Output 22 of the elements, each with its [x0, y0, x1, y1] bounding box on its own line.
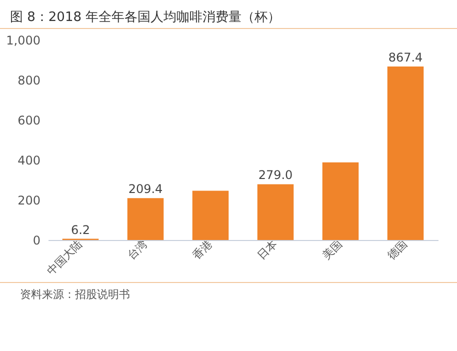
data-label: 279.0	[258, 168, 293, 182]
chart-title: 图 8：2018 年全年各国人均咖啡消费量（杯）	[0, 0, 457, 29]
data-label: 6.2	[70, 222, 90, 237]
y-tick-label: 200	[18, 194, 40, 208]
y-tick-label: 1,000	[6, 34, 40, 48]
y-tick-label: 800	[18, 74, 40, 88]
y-tick-label: 0	[32, 234, 40, 248]
x-tick-label: 德国	[384, 238, 410, 262]
bar	[192, 190, 229, 240]
bar	[127, 198, 164, 240]
bar	[387, 66, 424, 240]
bar	[257, 184, 294, 240]
x-tick-label: 香港	[190, 238, 215, 262]
x-tick-label: 中国大陆	[44, 238, 85, 278]
bar	[322, 162, 359, 240]
text: 资料来源：招股说明书	[0, 282, 457, 306]
x-tick-label: 台湾	[124, 238, 150, 262]
y-tick-label: 400	[18, 154, 40, 168]
data-label: 867.4	[388, 50, 423, 65]
data-label: 209.4	[128, 182, 163, 196]
y-tick-label: 600	[18, 114, 40, 128]
x-tick-label: 日本	[254, 238, 280, 262]
